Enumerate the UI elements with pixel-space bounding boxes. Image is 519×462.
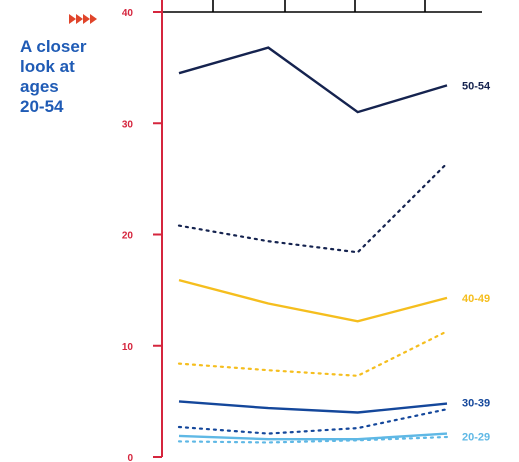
arrow-shape-2	[76, 14, 83, 24]
arrow-shape-3	[83, 14, 90, 24]
series-line-30-39	[178, 400, 448, 414]
series-line-dotted-3	[177, 330, 449, 377]
series-line-dotted-5	[177, 408, 449, 435]
series-line-20-29	[178, 432, 448, 441]
series-label-50-54: 50-54	[462, 80, 491, 92]
y-tick-label-10: 10	[122, 342, 134, 353]
series-line-dotted-1	[177, 162, 449, 254]
arrow-shape-1	[69, 14, 76, 24]
series-label-40-49: 40-49	[462, 293, 490, 305]
arrow-shape-4	[90, 14, 97, 24]
y-tick-label-20: 20	[122, 231, 134, 242]
series-line-50-54	[178, 46, 448, 114]
chart-side-title: A closer look at ages 20-54	[20, 37, 87, 116]
arrows-icon	[69, 14, 97, 24]
series-label-20-29: 20-29	[462, 432, 490, 444]
series-label-30-39: 30-39	[462, 398, 490, 410]
series-line-40-49	[178, 278, 448, 323]
y-tick-label-0: 0	[127, 453, 133, 462]
y-tick-label-30: 30	[122, 119, 134, 130]
series-line-dotted-7	[177, 435, 449, 444]
y-tick-label-40: 40	[122, 8, 134, 19]
